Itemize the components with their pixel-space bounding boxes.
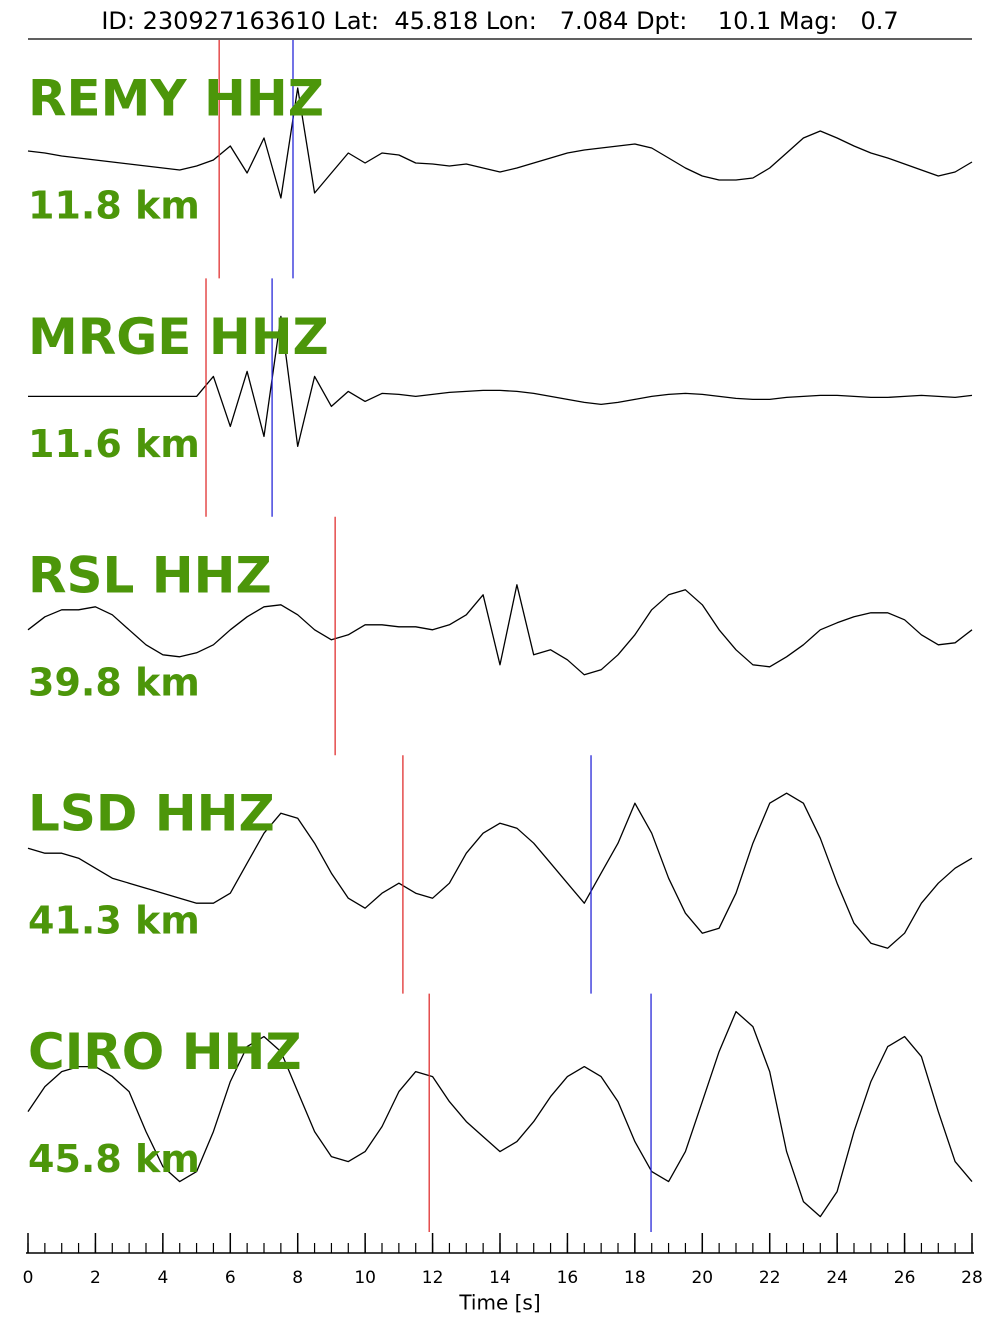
distance-label: 41.3 km	[28, 899, 200, 943]
x-tick-label: 24	[826, 1268, 848, 1288]
waveform	[27, 584, 973, 676]
distance-label: 11.8 km	[28, 184, 200, 228]
x-tick-label: 18	[624, 1268, 646, 1288]
distance-label: 11.6 km	[28, 422, 200, 466]
station-label: CIRO HHZ	[28, 1023, 302, 1081]
x-tick-label: 20	[691, 1268, 713, 1288]
x-tick-label: 12	[422, 1268, 444, 1288]
station-label: MRGE HHZ	[28, 308, 329, 366]
x-tick-label: 16	[557, 1268, 579, 1288]
waveform	[27, 1010, 973, 1218]
x-tick-label: 4	[157, 1268, 168, 1288]
x-tick-label: 2	[90, 1268, 101, 1288]
x-tick-label: 8	[292, 1268, 303, 1288]
waveform	[27, 792, 973, 949]
x-axis-label: Time [s]	[458, 1291, 540, 1315]
station-label: RSL HHZ	[28, 546, 272, 604]
station-label: REMY HHZ	[28, 70, 324, 128]
distance-label: 39.8 km	[28, 660, 200, 704]
waveform	[28, 315, 973, 448]
x-tick-label: 22	[759, 1268, 781, 1288]
station-label: LSD HHZ	[28, 785, 275, 843]
x-tick-label: 14	[489, 1268, 511, 1288]
x-tick-label: 0	[23, 1268, 34, 1288]
x-tick-label: 6	[225, 1268, 236, 1288]
chart-title: ID: 230927163610 Lat: 45.818 Lon: 7.084 …	[101, 7, 898, 35]
x-tick-label: 26	[894, 1268, 916, 1288]
waveform	[27, 87, 973, 199]
distance-label: 45.8 km	[28, 1137, 200, 1181]
x-tick-label: 28	[961, 1268, 983, 1288]
x-tick-label: 10	[354, 1268, 376, 1288]
